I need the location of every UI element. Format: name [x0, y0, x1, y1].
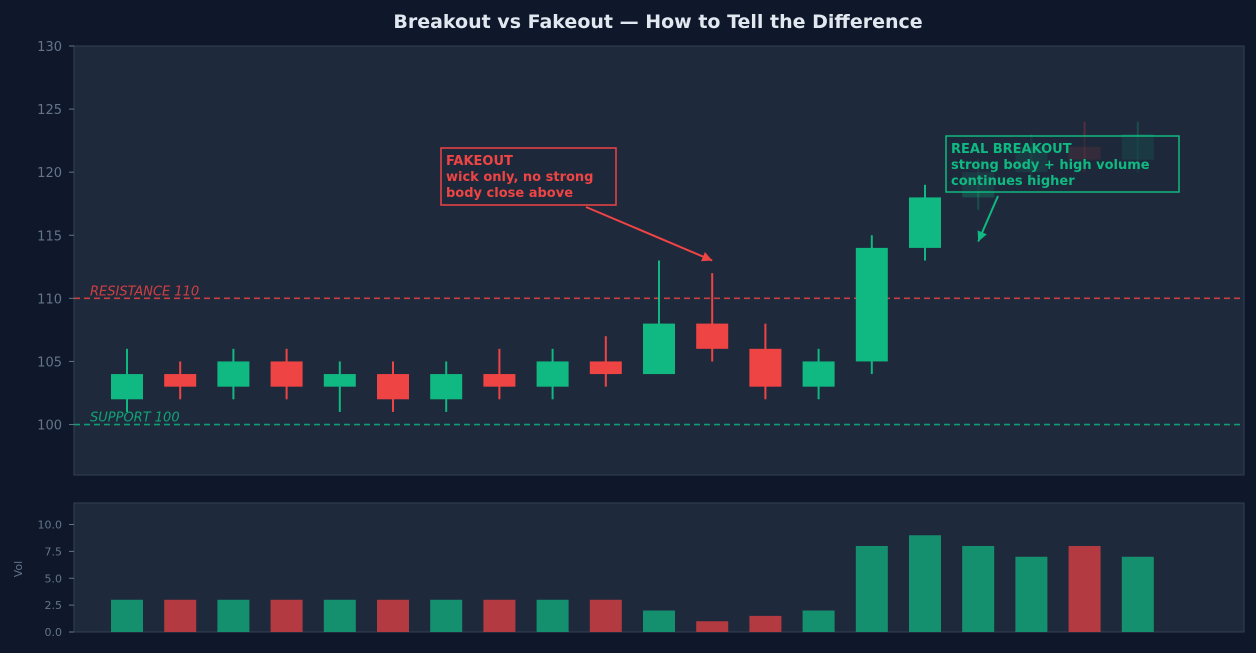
- volume-tick-label: 2.5: [45, 599, 63, 612]
- arrow-head-icon: [977, 230, 987, 242]
- candle-body: [855, 247, 888, 362]
- candle-body: [536, 361, 569, 387]
- price-tick-label: 115: [37, 229, 62, 244]
- price-tick-label: 125: [37, 103, 62, 118]
- volume-bar: [962, 546, 995, 632]
- volume-tick-label: 0.0: [45, 626, 63, 639]
- volume-tick-label: 10.0: [38, 519, 63, 532]
- candle-body: [909, 197, 941, 248]
- candle-body: [164, 374, 197, 387]
- price-y-axis: 100 105 110 115 120 125 130: [37, 40, 74, 434]
- volume-tick-label: 5.0: [45, 572, 63, 585]
- volume-bar: [643, 610, 675, 632]
- price-tick-label: 105: [37, 355, 62, 370]
- candle-body: [111, 374, 143, 400]
- volume-y-axis: 0.0 2.5 5.0 7.5 10.0: [38, 519, 74, 639]
- volume-bar: [589, 599, 622, 632]
- arrow-head-icon: [701, 251, 713, 262]
- volume-bar: [855, 546, 888, 632]
- volume-bar: [483, 599, 516, 632]
- volume-bar: [430, 599, 463, 632]
- volume-bar: [323, 599, 356, 632]
- candle-body: [430, 374, 463, 400]
- chart-title: Breakout vs Fakeout — How to Tell the Di…: [393, 11, 922, 33]
- volume-bar: [1068, 546, 1101, 632]
- candle-body: [323, 374, 356, 387]
- price-tick-label: 130: [37, 40, 62, 55]
- candle-body: [802, 361, 835, 387]
- volume-tick-label: 7.5: [45, 545, 63, 558]
- candle-body: [483, 374, 516, 387]
- price-tick-label: 120: [37, 166, 62, 181]
- candle-body: [270, 361, 303, 387]
- annotation-text: strong body + high volume: [951, 158, 1150, 173]
- volume-bar: [909, 535, 941, 632]
- volume-axis-label: Vol: [12, 561, 25, 577]
- candles: [111, 121, 1154, 412]
- candle-body: [749, 348, 782, 387]
- price-tick-label: 100: [37, 419, 62, 434]
- candle-body: [217, 361, 250, 387]
- volume-bar: [217, 599, 250, 632]
- volume-bar: [696, 621, 729, 632]
- candle-body: [696, 323, 729, 349]
- volume-bar: [536, 599, 569, 632]
- volume-bar: [1121, 556, 1154, 632]
- volume-bars: [111, 535, 1154, 632]
- annotation-text: wick only, no strong: [446, 170, 593, 185]
- volume-bar: [749, 615, 782, 632]
- volume-bar: [164, 599, 197, 632]
- level-label: SUPPORT 100: [90, 411, 180, 426]
- annotation-text: continues higher: [951, 174, 1075, 189]
- annotation-text: REAL BREAKOUT: [951, 142, 1072, 157]
- volume-bar: [377, 599, 409, 632]
- volume-bar: [111, 599, 143, 632]
- volume-bar: [270, 599, 303, 632]
- candle-body: [377, 374, 409, 400]
- candle-body: [643, 323, 675, 375]
- level-label: RESISTANCE 110: [90, 284, 199, 299]
- candle-body: [589, 361, 622, 375]
- price-tick-label: 110: [37, 292, 62, 307]
- annotation-box: [945, 135, 1180, 193]
- volume-bar: [1015, 556, 1048, 632]
- annotation-text: FAKEOUT: [446, 154, 513, 169]
- annotation-arrow: [585, 206, 713, 262]
- volume-bar: [802, 610, 835, 632]
- annotation-box: [440, 147, 617, 206]
- annotation-text: body close above: [446, 186, 573, 201]
